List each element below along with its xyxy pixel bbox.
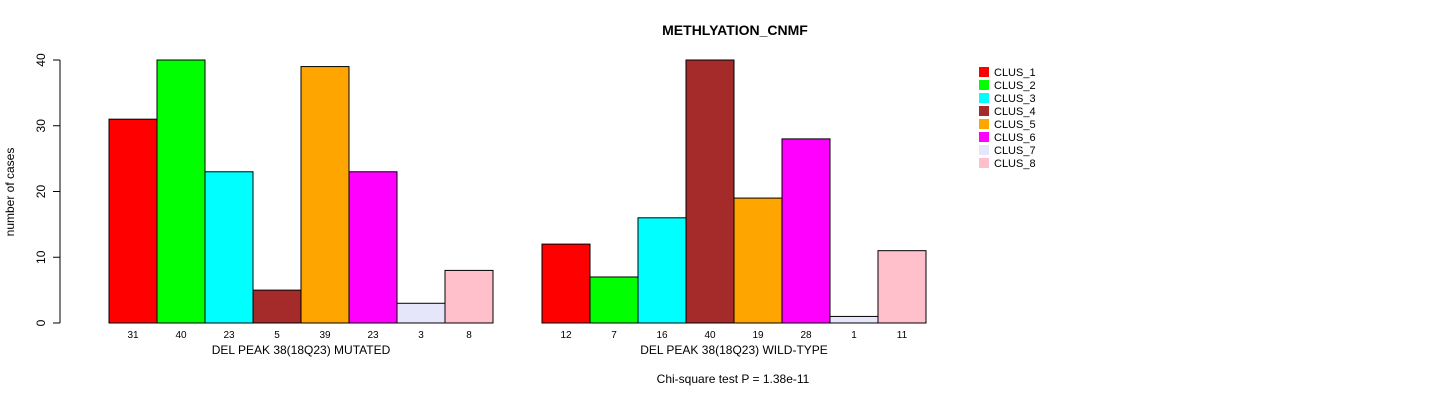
- bars: [108, 59, 927, 324]
- legend-swatch: [979, 132, 989, 142]
- legend-swatch: [979, 106, 989, 116]
- bar-value-label: 16: [656, 330, 668, 341]
- y-tick-label: 30: [34, 119, 48, 133]
- legend-label: CLUS_3: [994, 93, 1036, 105]
- legend-label: CLUS_6: [994, 132, 1036, 144]
- legend: CLUS_1CLUS_2CLUS_3CLUS_4CLUS_5CLUS_6CLUS…: [979, 67, 1036, 170]
- bar-value-label: 19: [752, 330, 764, 341]
- y-tick-label: 20: [34, 185, 48, 199]
- chart-title: METHLYATION_CNMF: [662, 22, 808, 38]
- bar-value-label: 40: [175, 330, 187, 341]
- y-axis-label: number of cases: [3, 148, 17, 237]
- bar: [348, 171, 398, 324]
- bar: [733, 197, 783, 324]
- bar-value-label: 3: [418, 330, 424, 341]
- bar-value-label: 5: [274, 330, 280, 341]
- bar-value-label: 7: [611, 330, 617, 341]
- footnote: Chi-square test P = 1.38e-11: [657, 372, 810, 386]
- bar: [877, 250, 927, 324]
- y-tick-label: 40: [34, 53, 48, 67]
- bar: [685, 59, 735, 324]
- bar: [829, 315, 879, 324]
- bar: [781, 138, 831, 324]
- bar: [589, 276, 639, 324]
- bar-value-labels: 31 40 23 5 39 23 3 8 12 7 16 40 19 28 1 11: [127, 330, 907, 341]
- bar-value-label: 28: [800, 330, 812, 341]
- bar-value-label: 1: [851, 330, 857, 341]
- bar: [156, 59, 206, 324]
- y-tick-label: 0: [34, 319, 48, 326]
- bar-value-label: 11: [897, 330, 908, 341]
- legend-label: CLUS_5: [994, 119, 1036, 131]
- legend-label: CLUS_4: [994, 106, 1036, 118]
- bar-value-label: 23: [367, 330, 379, 341]
- legend-swatch: [979, 93, 989, 103]
- legend-label: CLUS_7: [994, 145, 1036, 157]
- bar-value-label: 31: [127, 330, 139, 341]
- bar-value-label: 12: [560, 330, 572, 341]
- bar-value-label: 8: [466, 330, 472, 341]
- bar: [637, 217, 687, 324]
- bar-value-label: 40: [704, 330, 716, 341]
- bar: [541, 243, 591, 324]
- legend-swatch: [979, 80, 989, 90]
- legend-swatch: [979, 119, 989, 129]
- bar: [444, 269, 494, 324]
- bar: [300, 66, 350, 324]
- bar-value-label: 23: [223, 330, 235, 341]
- legend-swatch: [979, 67, 989, 77]
- y-tick-label: 10: [34, 250, 48, 264]
- y-axis: 0 10 20 30 40: [34, 53, 61, 326]
- legend-label: CLUS_1: [994, 67, 1036, 79]
- bar: [108, 118, 158, 324]
- legend-swatch: [979, 158, 989, 168]
- legend-swatch: [979, 145, 989, 155]
- legend-label: CLUS_8: [994, 158, 1036, 170]
- bar: [252, 289, 302, 324]
- group-labels: DEL PEAK 38(18Q23) MUTATED DEL PEAK 38(18…: [212, 343, 828, 357]
- group-label: DEL PEAK 38(18Q23) WILD-TYPE: [640, 343, 828, 357]
- bar: [396, 302, 446, 324]
- legend-label: CLUS_2: [994, 80, 1036, 92]
- group-label: DEL PEAK 38(18Q23) MUTATED: [212, 343, 391, 357]
- bar-value-label: 39: [319, 330, 331, 341]
- bar: [204, 171, 254, 324]
